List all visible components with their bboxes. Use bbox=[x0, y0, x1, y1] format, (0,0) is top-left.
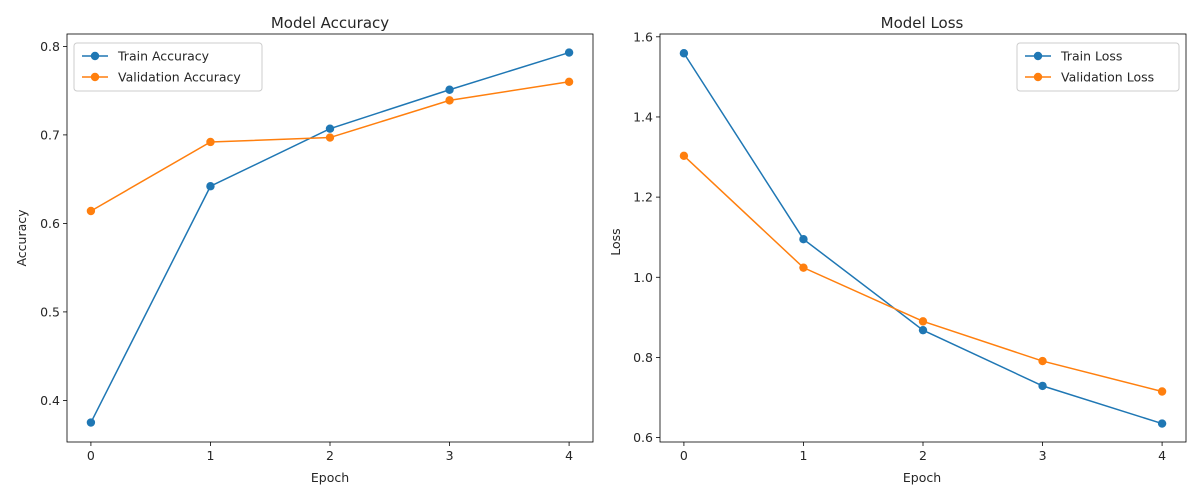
accuracy-legend-marker bbox=[90, 72, 100, 82]
accuracy-x-tick-label: 2 bbox=[326, 448, 334, 463]
accuracy-y-tick-label: 0.5 bbox=[40, 304, 60, 319]
loss-series-point-0 bbox=[679, 49, 689, 58]
accuracy-chart-title: Model Accuracy bbox=[271, 14, 389, 32]
accuracy-x-tick-label: 3 bbox=[446, 448, 454, 463]
accuracy-series-point-0 bbox=[86, 418, 96, 427]
loss-x-tick-label: 1 bbox=[799, 448, 807, 463]
accuracy-series-point-1 bbox=[445, 96, 454, 105]
loss-y-tick-label: 1.2 bbox=[633, 190, 653, 205]
loss-series-point-0 bbox=[918, 325, 928, 335]
loss-series-point-1 bbox=[918, 317, 928, 326]
loss-series-point-0 bbox=[1157, 419, 1167, 428]
accuracy-series-point-0 bbox=[325, 124, 335, 133]
accuracy-y-tick-label: 0.7 bbox=[40, 127, 60, 142]
accuracy-legend: Train Accuracy Validation Accuracy bbox=[73, 42, 263, 92]
accuracy-y-tick-label: 0.8 bbox=[40, 39, 60, 54]
loss-legend-label: Train Loss bbox=[1060, 49, 1122, 64]
loss-series-point-1 bbox=[679, 151, 689, 161]
loss-series-point-0 bbox=[799, 235, 808, 244]
accuracy-y-tick-label: 0.4 bbox=[40, 393, 60, 408]
loss-chart-title: Model Loss bbox=[881, 14, 964, 32]
loss-x-tick-label: 3 bbox=[1039, 448, 1047, 463]
accuracy-series-point-0 bbox=[564, 48, 574, 57]
loss-x-tick-label: 4 bbox=[1158, 448, 1166, 463]
accuracy-series-point-1 bbox=[564, 77, 574, 86]
accuracy-chart: Model Accuracy Epoch Accuracy 0 1 2 3 4 0.4 0.… bbox=[14, 14, 594, 485]
accuracy-ticks: 0 1 2 3 4 0.4 0.5 0.6 0.7 0.8 bbox=[40, 39, 573, 463]
accuracy-x-axis-label: Epoch bbox=[311, 470, 349, 485]
loss-y-tick-label: 1.0 bbox=[633, 270, 653, 285]
loss-legend-marker bbox=[1033, 72, 1043, 82]
loss-series-point-0 bbox=[1038, 381, 1047, 391]
accuracy-lines bbox=[86, 48, 574, 427]
loss-series-point-1 bbox=[1157, 387, 1167, 396]
accuracy-x-tick-label: 0 bbox=[87, 448, 95, 463]
loss-axes-frame bbox=[659, 33, 1187, 443]
loss-series-point-1 bbox=[799, 263, 808, 272]
accuracy-x-tick-label: 4 bbox=[565, 448, 573, 463]
loss-legend: Train Loss Validation Loss bbox=[1016, 42, 1180, 92]
loss-legend-box bbox=[1016, 42, 1180, 92]
loss-y-tick-label: 1.4 bbox=[633, 109, 653, 124]
loss-y-tick-label: 1.6 bbox=[633, 29, 653, 44]
loss-x-tick-label: 2 bbox=[919, 448, 927, 463]
loss-y-tick-label: 0.6 bbox=[633, 430, 653, 445]
accuracy-legend-label: Validation Accuracy bbox=[118, 70, 241, 85]
accuracy-series-point-0 bbox=[206, 182, 215, 191]
accuracy-legend-box bbox=[73, 42, 263, 92]
accuracy-legend-label: Train Accuracy bbox=[117, 49, 210, 64]
accuracy-y-tick-label: 0.6 bbox=[40, 216, 60, 231]
accuracy-series-point-1 bbox=[325, 133, 335, 142]
loss-y-tick-label: 0.8 bbox=[633, 350, 653, 365]
loss-series-point-1 bbox=[1038, 356, 1047, 366]
accuracy-series-point-1 bbox=[206, 137, 215, 147]
loss-x-tick-label: 0 bbox=[680, 448, 688, 463]
accuracy-axes-frame bbox=[66, 33, 594, 443]
loss-y-axis-label: Loss bbox=[608, 228, 623, 255]
loss-lines bbox=[679, 49, 1167, 428]
loss-x-axis-label: Epoch bbox=[903, 470, 941, 485]
loss-legend-marker bbox=[1033, 51, 1043, 61]
loss-legend-label: Validation Loss bbox=[1061, 70, 1154, 85]
loss-ticks: 0 1 2 3 4 0.6 0.8 1.0 1.2 1.4 1.6 bbox=[633, 29, 1166, 463]
accuracy-x-tick-label: 1 bbox=[206, 448, 214, 463]
accuracy-series-point-0 bbox=[445, 85, 454, 94]
accuracy-y-axis-label: Accuracy bbox=[14, 209, 29, 267]
accuracy-legend-marker bbox=[90, 51, 100, 61]
loss-chart: Model Loss Epoch Loss 0 1 2 3 4 0.6 0.8 1.0 1.2 1… bbox=[608, 14, 1187, 485]
accuracy-series-point-1 bbox=[86, 206, 96, 216]
